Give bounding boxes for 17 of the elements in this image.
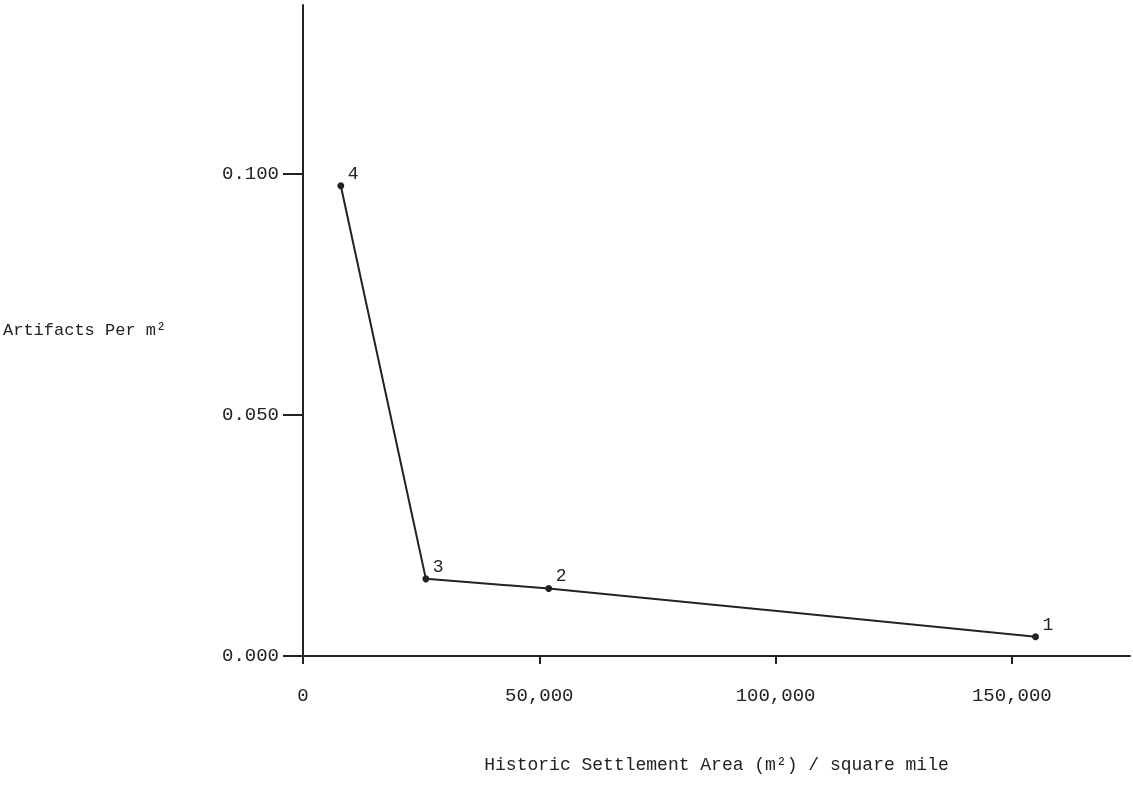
y-tick-label: 0.050 xyxy=(221,403,279,426)
y-axis-title: Artifacts Per m² xyxy=(3,321,167,340)
point xyxy=(545,584,553,592)
annotation: 4 xyxy=(347,163,359,184)
annotation: 1 xyxy=(1042,614,1054,635)
point xyxy=(422,575,430,583)
x-tick-label: 100,000 xyxy=(735,684,816,707)
annotation: 3 xyxy=(432,556,444,577)
point xyxy=(1031,633,1039,641)
y-tick-label: 0.100 xyxy=(221,162,279,185)
x-tick-label: 0 xyxy=(297,684,309,707)
x-axis-title: Historic Settlement Area (m²) / square mile xyxy=(484,755,949,775)
x-tick-label: 50,000 xyxy=(505,684,574,707)
annotation: 2 xyxy=(555,566,567,587)
point xyxy=(337,182,345,190)
y-tick-label: 0.000 xyxy=(221,645,279,667)
x-tick-label: 150,000 xyxy=(971,684,1052,707)
